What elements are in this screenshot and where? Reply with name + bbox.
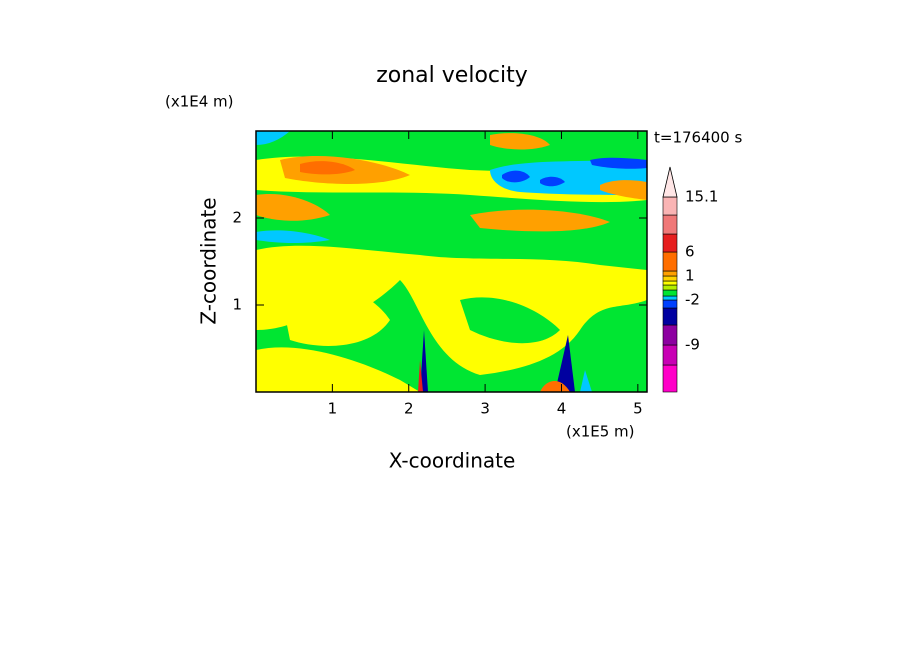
colorbar-segment [662, 251, 678, 272]
colorbar-segment [662, 324, 678, 346]
x-axis-label: X-coordinate [389, 449, 516, 473]
x-tick-label: 5 [633, 400, 643, 418]
time-label: t=176400 s [654, 129, 742, 147]
contour-field [256, 131, 647, 392]
colorbar-segment [662, 214, 678, 235]
colorbar-tick-label: 6 [685, 243, 695, 261]
x-tick-label: 4 [557, 400, 567, 418]
colorbar-segment [662, 196, 678, 216]
y-tick-label: 2 [232, 209, 242, 227]
colorbar-segment [662, 289, 678, 297]
colorbar-extension [662, 166, 678, 198]
colorbar-tick-label: 1 [685, 267, 695, 285]
colorbar-tick-label: -9 [685, 336, 700, 354]
colorbar-segment [662, 284, 678, 291]
colorbar-segment [662, 364, 678, 393]
colorbar-segment [662, 344, 678, 366]
colorbar-segment [662, 280, 678, 286]
x-tick-label: 2 [404, 400, 414, 418]
colorbar-segment [662, 275, 678, 282]
colorbar-segment [662, 233, 678, 253]
y-axis-label: Z-coordinate [197, 197, 221, 324]
y-tick-label: 1 [232, 296, 242, 314]
chart-title: zonal velocity [376, 63, 528, 88]
colorbar-segment [662, 299, 678, 309]
x-tick-label: 1 [328, 400, 338, 418]
plot-frame [255, 130, 648, 393]
colorbar-tick-label: 15.1 [685, 188, 718, 206]
x-scale-label: (x1E5 m) [566, 423, 635, 441]
colorbar-segment [662, 307, 678, 326]
y-scale-label: (x1E4 m) [165, 93, 234, 111]
colorbar-segment [662, 270, 678, 277]
x-tick-label: 3 [480, 400, 490, 418]
colorbar-tick-label: -2 [685, 291, 700, 309]
colorbar-segment [662, 295, 678, 301]
